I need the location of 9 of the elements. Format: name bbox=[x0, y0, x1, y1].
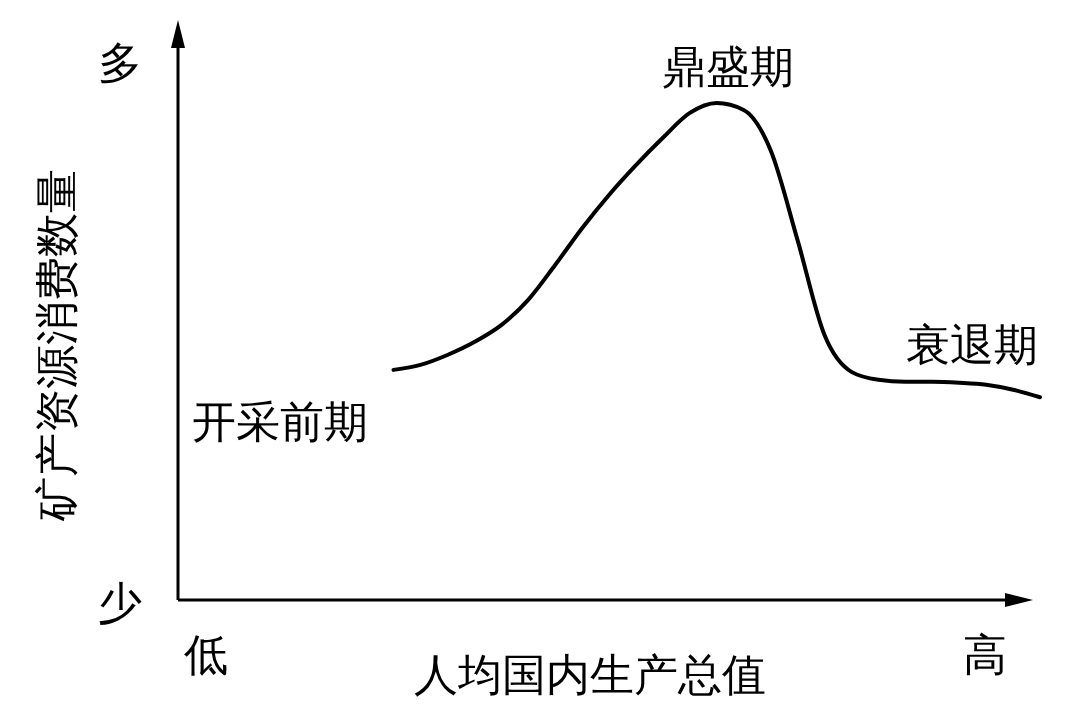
text: 低 bbox=[184, 629, 228, 680]
y-axis-title: 矿产资源消费数量 bbox=[31, 169, 82, 522]
x-axis-title: 人均国内生产总值 bbox=[414, 649, 766, 700]
text: 少 bbox=[98, 577, 142, 628]
text: 鼎盛期 bbox=[662, 41, 794, 92]
text: 多 bbox=[98, 37, 142, 88]
text: 高 bbox=[963, 629, 1007, 680]
annotation: 开采前期 bbox=[192, 396, 368, 447]
annotation: 衰退期 bbox=[906, 319, 1038, 370]
